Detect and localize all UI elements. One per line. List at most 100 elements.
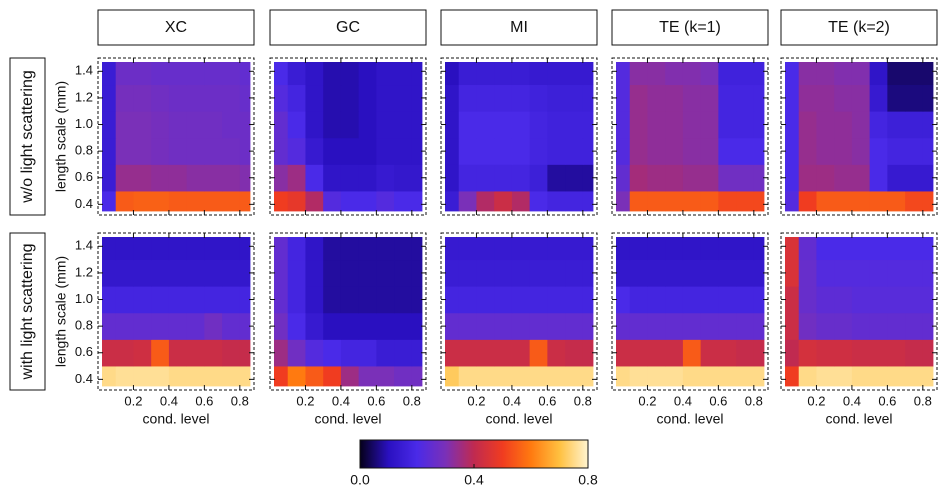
heatmap-cell xyxy=(511,237,531,261)
heatmap-cell xyxy=(665,164,684,192)
heatmap-cell xyxy=(700,259,719,287)
heatmap-cell xyxy=(753,137,765,165)
heatmap-cell xyxy=(665,339,684,367)
column-header-box xyxy=(780,9,938,46)
heatmap-cell xyxy=(411,339,423,367)
x-tick-label: 0.4 xyxy=(843,393,861,408)
heatmap-cell xyxy=(816,137,835,165)
heatmap-cell xyxy=(494,111,513,139)
heatmap-cell xyxy=(287,164,306,192)
heatmap-cell xyxy=(476,259,495,287)
y-tick-label: 1.0 xyxy=(75,291,93,306)
heatmap-cell xyxy=(834,191,853,212)
heatmap-cell xyxy=(239,84,251,112)
heatmap-cell xyxy=(700,111,719,139)
heatmap-cell xyxy=(445,164,460,192)
plot-frame xyxy=(97,57,255,216)
heatmap-cell xyxy=(239,137,251,165)
heatmap-cell xyxy=(394,164,413,192)
heatmap-cell xyxy=(494,259,513,287)
heatmap-cell xyxy=(358,259,377,287)
heatmap-cell xyxy=(647,137,666,165)
heatmap-cell xyxy=(340,366,360,387)
heatmap-cell xyxy=(798,366,817,387)
heatmap-cell xyxy=(736,259,755,287)
heatmap-cell xyxy=(582,191,594,212)
heatmap-cell xyxy=(887,339,906,367)
heatmap-cell xyxy=(239,259,251,287)
heatmap-cell xyxy=(494,164,513,192)
heatmap-cell xyxy=(511,259,531,287)
heatmap-cell xyxy=(204,339,223,367)
x-tick-label: 0.6 xyxy=(195,393,213,408)
heatmap-cell xyxy=(629,366,648,387)
heatmap-cell xyxy=(922,366,934,387)
heatmap-cell xyxy=(798,164,817,192)
heatmap-cell xyxy=(204,366,223,387)
heatmap-cell xyxy=(411,191,423,212)
heatmap-cell xyxy=(547,62,566,86)
heatmap-cell xyxy=(629,164,648,192)
heatmap-cell xyxy=(394,137,413,165)
heatmap-cell xyxy=(887,191,906,212)
heatmap-cell xyxy=(834,84,853,112)
column-header-box xyxy=(611,9,769,46)
heatmap-cell xyxy=(700,312,719,340)
heatmap-cell xyxy=(511,111,531,139)
heatmap-cell xyxy=(411,312,423,340)
heatmap-cell xyxy=(168,62,188,86)
heatmap-cell xyxy=(305,259,324,287)
heatmap-cell xyxy=(186,84,205,112)
heatmap-panel: 0.2 0.4 0.6 0.8 cond. level xyxy=(440,232,598,427)
heatmap-cell xyxy=(445,62,460,86)
heatmap-cell xyxy=(616,366,631,387)
heatmap-cell xyxy=(340,312,360,340)
heatmap-cell xyxy=(887,312,906,340)
heatmap-cell xyxy=(582,366,594,387)
heatmap-cell xyxy=(869,111,888,139)
heatmap-cell xyxy=(753,111,765,139)
heatmap-cell xyxy=(736,164,755,192)
heatmap-cell xyxy=(274,259,289,287)
heatmap-cell xyxy=(565,137,584,165)
colorbar xyxy=(359,439,589,469)
heatmap-cell xyxy=(582,237,594,261)
heatmap-cell xyxy=(340,111,360,139)
heatmap-cell xyxy=(494,84,513,112)
heatmap-cell xyxy=(458,312,477,340)
heatmap-cell xyxy=(222,286,241,314)
heatmap-cell xyxy=(239,164,251,192)
plot-frame xyxy=(97,232,255,391)
heatmap-cell xyxy=(887,84,906,112)
heatmap-cell xyxy=(222,366,241,387)
heatmap-cell xyxy=(718,164,737,192)
column-header: GC xyxy=(336,19,360,36)
heatmap-cell xyxy=(151,339,170,367)
heatmap-cell xyxy=(736,237,755,261)
heatmap-cell xyxy=(151,237,170,261)
heatmap-cell xyxy=(168,111,188,139)
heatmap-cell xyxy=(665,137,684,165)
heatmap-cell xyxy=(394,237,413,261)
heatmap-cell xyxy=(274,137,289,165)
heatmap-cell xyxy=(616,259,631,287)
heatmap-cell xyxy=(168,164,188,192)
heatmap-cell xyxy=(151,164,170,192)
heatmap-cell xyxy=(922,137,934,165)
heatmap-cell xyxy=(458,191,477,212)
heatmap-cell xyxy=(133,312,152,340)
heatmap-cell xyxy=(511,84,531,112)
heatmap-cell xyxy=(529,62,548,86)
heatmap-cell xyxy=(239,312,251,340)
heatmap-cell xyxy=(869,137,888,165)
heatmap-panel xyxy=(440,57,598,216)
plot-frame xyxy=(269,57,427,216)
heatmap-cell xyxy=(887,111,906,139)
heatmap-cell xyxy=(274,312,289,340)
heatmap-cell xyxy=(168,237,188,261)
x-tick-label: 0.4 xyxy=(503,393,521,408)
column-header-box xyxy=(440,9,598,46)
plot-frame xyxy=(440,57,598,216)
heatmap-cell xyxy=(287,237,306,261)
